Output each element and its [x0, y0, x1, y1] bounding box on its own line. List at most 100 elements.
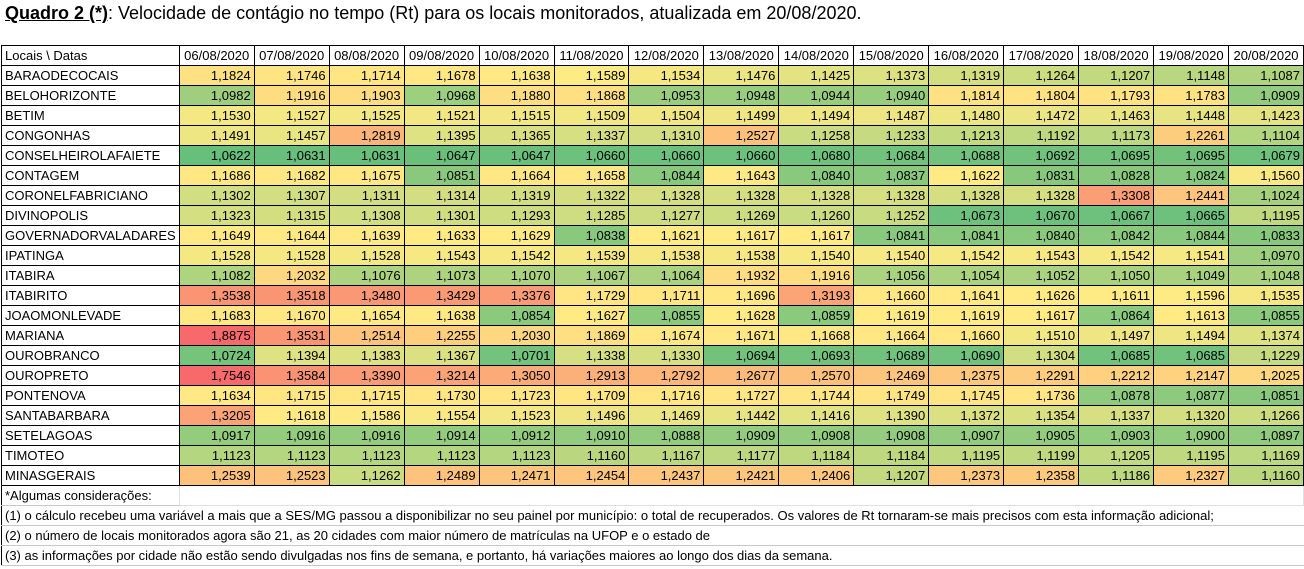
rt-value-cell: 1,0940	[853, 85, 930, 106]
rt-value-cell: 1,1123	[253, 445, 330, 466]
rt-value-cell: 1,1675	[328, 165, 405, 186]
rt-value-cell: 1,0851	[1228, 385, 1304, 406]
rt-value-cell: 1,1372	[928, 405, 1005, 426]
rt-value-cell: 1,1916	[778, 265, 855, 286]
rt-value-cell: 1,1302	[178, 185, 255, 206]
table-row: BETIM 1,1530 1,1527 1,1525 1,1521 1,1515 1,150…	[1, 105, 1304, 126]
rt-value-cell: 1,0953	[628, 85, 705, 106]
rt-value-cell: 1,1367	[403, 345, 480, 366]
rt-value-cell: 1,1169	[1228, 445, 1304, 466]
rt-value-cell: 1,0833	[1228, 225, 1304, 246]
rt-value-cell: 1,0877	[1153, 385, 1230, 406]
rt-value-cell: 1,0944	[778, 85, 855, 106]
rt-value-cell: 1,1301	[403, 205, 480, 226]
location-name: CONTAGEM	[1, 165, 180, 186]
rt-value-cell: 1,1619	[928, 305, 1005, 326]
rt-value-cell: 1,0909	[1228, 85, 1304, 106]
date-header: 10/08/2020	[478, 45, 555, 66]
rt-value-cell: 1,0914	[403, 425, 480, 446]
rt-value-cell: 1,3193	[778, 285, 855, 306]
rt-value-cell: 1,1148	[1153, 65, 1230, 86]
rt-value-cell: 1,1586	[328, 405, 405, 426]
rt-value-cell: 1,1528	[328, 245, 405, 266]
location-name: DIVINOPOLIS	[1, 205, 180, 226]
rt-value-cell: 1,0838	[553, 225, 630, 246]
rt-value-cell: 1,0685	[1078, 345, 1155, 366]
rt-value-cell: 1,1354	[1003, 405, 1080, 426]
rt-value-cell: 1,1538	[628, 245, 705, 266]
rt-value-cell: 1,1024	[1228, 185, 1304, 206]
rt-value-cell: 1,1638	[403, 305, 480, 326]
rt-value-cell: 1,1793	[1078, 85, 1155, 106]
rt-value-cell: 1,1596	[1153, 285, 1230, 306]
rt-value-cell: 1,3390	[328, 365, 405, 386]
rt-value-cell: 1,1727	[703, 385, 780, 406]
rt-value-cell: 1,1365	[478, 125, 555, 146]
rt-value-cell: 1,3376	[478, 285, 555, 306]
location-name: SETELAGOAS	[1, 425, 180, 446]
rt-table: Locais \ Datas 06/08/2020 07/08/2020 08/08/…	[1, 45, 1304, 566]
rt-value-cell: 1,0905	[1003, 425, 1080, 446]
location-name: OUROBRANCO	[1, 345, 180, 366]
rt-value-cell: 1,2255	[403, 325, 480, 346]
rt-value-cell: 1,1186	[1078, 465, 1155, 486]
rt-value-cell: 1,1328	[928, 185, 1005, 206]
rt-value-cell: 1,0855	[1228, 305, 1304, 326]
table-row: CONGONHAS 1,1491 1,1457 1,2819 1,1395 1,1365 1…	[1, 125, 1304, 146]
rt-value-cell: 1,1629	[478, 225, 555, 246]
location-name: MARIANA	[1, 325, 180, 346]
rt-value-cell: 1,0695	[1153, 145, 1230, 166]
rt-value-cell: 1,1207	[1078, 65, 1155, 86]
rt-value-cell: 1,0660	[703, 145, 780, 166]
rt-value-cell: 1,1104	[1228, 125, 1304, 146]
table-row: DIVINOPOLIS 1,1323 1,1315 1,1308 1,1301 1,129…	[1, 205, 1304, 226]
rt-value-cell: 1,1525	[328, 105, 405, 126]
date-header: 19/08/2020	[1153, 45, 1230, 66]
rt-value-cell: 1,1744	[778, 385, 855, 406]
location-name: OUROPRETO	[1, 365, 180, 386]
rt-value-cell: 1,1736	[1003, 385, 1080, 406]
rt-value-cell: 1,1499	[703, 105, 780, 126]
rt-value-cell: 1,1715	[328, 385, 405, 406]
rt-value-cell: 1,2406	[778, 465, 855, 486]
rt-value-cell: 1,1476	[703, 65, 780, 86]
rt-value-cell: 1,1285	[553, 205, 630, 226]
rt-value-cell: 1,1711	[628, 285, 705, 306]
rt-value-cell: 1,0854	[478, 305, 555, 326]
rt-value-cell: 1,0828	[1078, 165, 1155, 186]
rt-value-cell: 1,2421	[703, 465, 780, 486]
rt-value-cell: 1,1716	[628, 385, 705, 406]
rt-value-cell: 1,1205	[1078, 445, 1155, 466]
rt-value-cell: 1,2358	[1003, 465, 1080, 486]
location-name: MINASGERAIS	[1, 465, 180, 486]
rt-value-cell: 1,1696	[703, 285, 780, 306]
rt-value-cell: 1,1523	[478, 405, 555, 426]
rt-value-cell: 1,1054	[928, 265, 1005, 286]
note-text: (3) as informações por cidade não estão …	[1, 545, 1304, 566]
rt-value-cell: 1,1528	[253, 245, 330, 266]
rt-value-cell: 1,2570	[778, 365, 855, 386]
table-title: Quadro 2 (*): Velocidade de contágio no …	[5, 0, 861, 26]
table-row: OUROPRETO 1,7546 1,3584 1,3390 1,3214 1,3050 1…	[1, 365, 1304, 386]
rt-value-cell: 1,0694	[703, 345, 780, 366]
rt-value-cell: 1,1639	[328, 225, 405, 246]
location-name: CONSELHEIROLAFAIETE	[1, 145, 180, 166]
rt-value-cell: 1,0688	[928, 145, 1005, 166]
rt-value-cell: 1,0968	[403, 85, 480, 106]
rt-value-cell: 1,0917	[178, 425, 255, 446]
rt-value-cell: 1,0912	[478, 425, 555, 446]
date-header: 09/08/2020	[403, 45, 480, 66]
location-name: CONGONHAS	[1, 125, 180, 146]
rt-value-cell: 1,1229	[1228, 345, 1304, 366]
rt-value-cell: 1,1617	[703, 225, 780, 246]
rt-value-cell: 1,1715	[253, 385, 330, 406]
rt-value-cell: 1,1668	[778, 325, 855, 346]
rt-value-cell: 1,2677	[703, 365, 780, 386]
rt-value-cell: 1,2261	[1153, 125, 1230, 146]
rt-value-cell: 1,2373	[928, 465, 1005, 486]
table-row: ITABIRITO 1,3538 1,3518 1,3480 1,3429 1,3376 1…	[1, 285, 1304, 306]
location-name: ITABIRA	[1, 265, 180, 286]
rt-value-cell: 1,3480	[328, 285, 405, 306]
note-row: (2) o número de locais monitorados agora…	[1, 525, 1304, 546]
rt-value-cell: 1,1730	[403, 385, 480, 406]
